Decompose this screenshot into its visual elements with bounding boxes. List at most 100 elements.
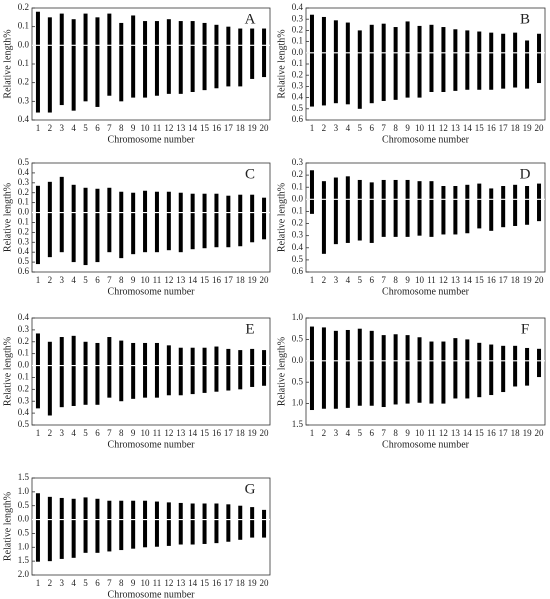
x-tick-label: 15 (200, 578, 210, 588)
chromosome-arm (202, 503, 207, 520)
chromosome-arm (226, 365, 231, 391)
chromosome-arm (143, 500, 148, 520)
chromosome-arm (83, 497, 88, 520)
y-tick-label: 0.5 (292, 103, 304, 113)
x-axis-title: Chromosome number (108, 286, 196, 297)
x-tick-label: 10 (141, 123, 151, 133)
y-tick-label: 0.0 (18, 39, 30, 49)
y-tick-label: 0.4 (292, 92, 304, 102)
chromosome-arm (238, 45, 243, 87)
y-axis-title: Relative length% (2, 492, 13, 561)
chromosome-arm (47, 17, 52, 46)
chromosome-arm (47, 181, 52, 213)
chromosome-arm (119, 45, 124, 102)
x-tick-label: 8 (393, 123, 398, 133)
chromosome-arm (513, 199, 518, 226)
y-tick-label: 0.2 (292, 218, 303, 228)
chromosome-arm (405, 52, 410, 98)
x-tick-label: 13 (451, 275, 461, 285)
chromosome-arm (226, 26, 231, 46)
chromosome-arm (107, 337, 112, 366)
x-tick-label: 15 (475, 275, 485, 285)
x-tick-label: 16 (487, 275, 497, 285)
chromosome-arm (238, 28, 243, 46)
x-tick-label: 8 (119, 578, 124, 588)
x-tick-label: 5 (358, 123, 363, 133)
chromosome-arm (369, 199, 374, 243)
y-tick-label: 0.6 (292, 266, 304, 276)
chromosome-arm (393, 334, 398, 361)
chromosome-arm (35, 519, 40, 562)
chromosome-arm (477, 31, 482, 53)
chromosome-arm (59, 497, 64, 520)
x-tick-label: 18 (236, 578, 246, 588)
x-tick-label: 14 (188, 578, 198, 588)
x-tick-label: 12 (439, 428, 448, 438)
chromosome-arm (321, 181, 326, 200)
plot-frame (31, 7, 271, 121)
y-tick-label: 0.5 (18, 419, 30, 429)
chromosome-arm (477, 360, 482, 398)
chromosome-arm (95, 212, 100, 263)
chromosome-arm (190, 347, 195, 366)
chromosome-arm (119, 340, 124, 366)
x-tick-label: 4 (71, 123, 76, 133)
x-tick-label: 1 (36, 578, 41, 588)
chromosome-arm (202, 22, 207, 46)
x-tick-label: 20 (535, 428, 545, 438)
y-tick-label: 0.5 (18, 527, 30, 537)
chromosome-arm (465, 184, 470, 200)
x-tick-label: 5 (358, 428, 363, 438)
chromosome-arm (405, 199, 410, 237)
chromosome-arm (238, 505, 243, 520)
y-axis-title: Relative length% (2, 183, 13, 252)
x-axis-title: Chromosome number (108, 439, 196, 450)
x-tick-label: 15 (200, 123, 210, 133)
x-tick-label: 20 (260, 428, 270, 438)
x-tick-label: 1 (310, 428, 315, 438)
chromosome-arm (250, 45, 255, 79)
x-tick-label: 6 (369, 275, 374, 285)
chromosome-arm (357, 179, 362, 200)
chromosome-arm (35, 212, 40, 265)
chromosome-arm (154, 191, 159, 213)
chromosome-arm (190, 45, 195, 92)
x-tick-label: 10 (141, 275, 151, 285)
chart-panel: 0.20.10.00.10.20.30.41 2 3 4 5 6 7 8 9 10 11 12 13 14… (2, 2, 271, 145)
chromosome-arm (59, 365, 64, 408)
chromosome-arm (537, 348, 542, 361)
x-tick-label: 12 (164, 123, 173, 133)
chromosome-arm (214, 24, 219, 46)
x-tick-label: 12 (439, 123, 448, 133)
panel-label: D (520, 166, 531, 182)
y-tick-label: 0.0 (18, 207, 30, 217)
chromosome-arm (417, 52, 422, 98)
chromosome-arm (357, 328, 362, 361)
x-tick-label: 17 (224, 275, 234, 285)
chromosome-arm (429, 199, 434, 237)
chromosome-arm (131, 342, 136, 366)
x-tick-label: 6 (95, 275, 100, 285)
x-tick-label: 16 (212, 275, 222, 285)
x-tick-label: 1 (36, 428, 41, 438)
chromosome-arm (489, 344, 494, 361)
x-tick-label: 1 (36, 275, 41, 285)
x-tick-label: 9 (131, 578, 136, 588)
x-tick-label: 12 (164, 275, 173, 285)
y-tick-label: 0.0 (292, 47, 304, 57)
x-tick-label: 14 (188, 123, 198, 133)
chromosome-arm (465, 199, 470, 234)
chromosome-arm (417, 25, 422, 53)
x-tick-label: 9 (131, 428, 136, 438)
chromosome-arm (441, 360, 446, 404)
chromosome-arm (190, 21, 195, 46)
y-tick-label: 0.1 (18, 348, 29, 358)
chromosome-arm (309, 170, 314, 200)
x-tick-label: 11 (427, 275, 436, 285)
chromosome-arm (202, 45, 207, 91)
x-tick-label: 20 (260, 578, 270, 588)
chart-panel: 0.40.30.20.10.00.10.20.30.40.51 2 3 4 5 6 7 8 9 1… (2, 312, 271, 450)
x-tick-label: 10 (415, 428, 425, 438)
chart-panel: 1.00.50.00.51.01.51 2 3 4 5 6 7 8 9 10 11 12 13 14 15 1… (276, 312, 546, 450)
